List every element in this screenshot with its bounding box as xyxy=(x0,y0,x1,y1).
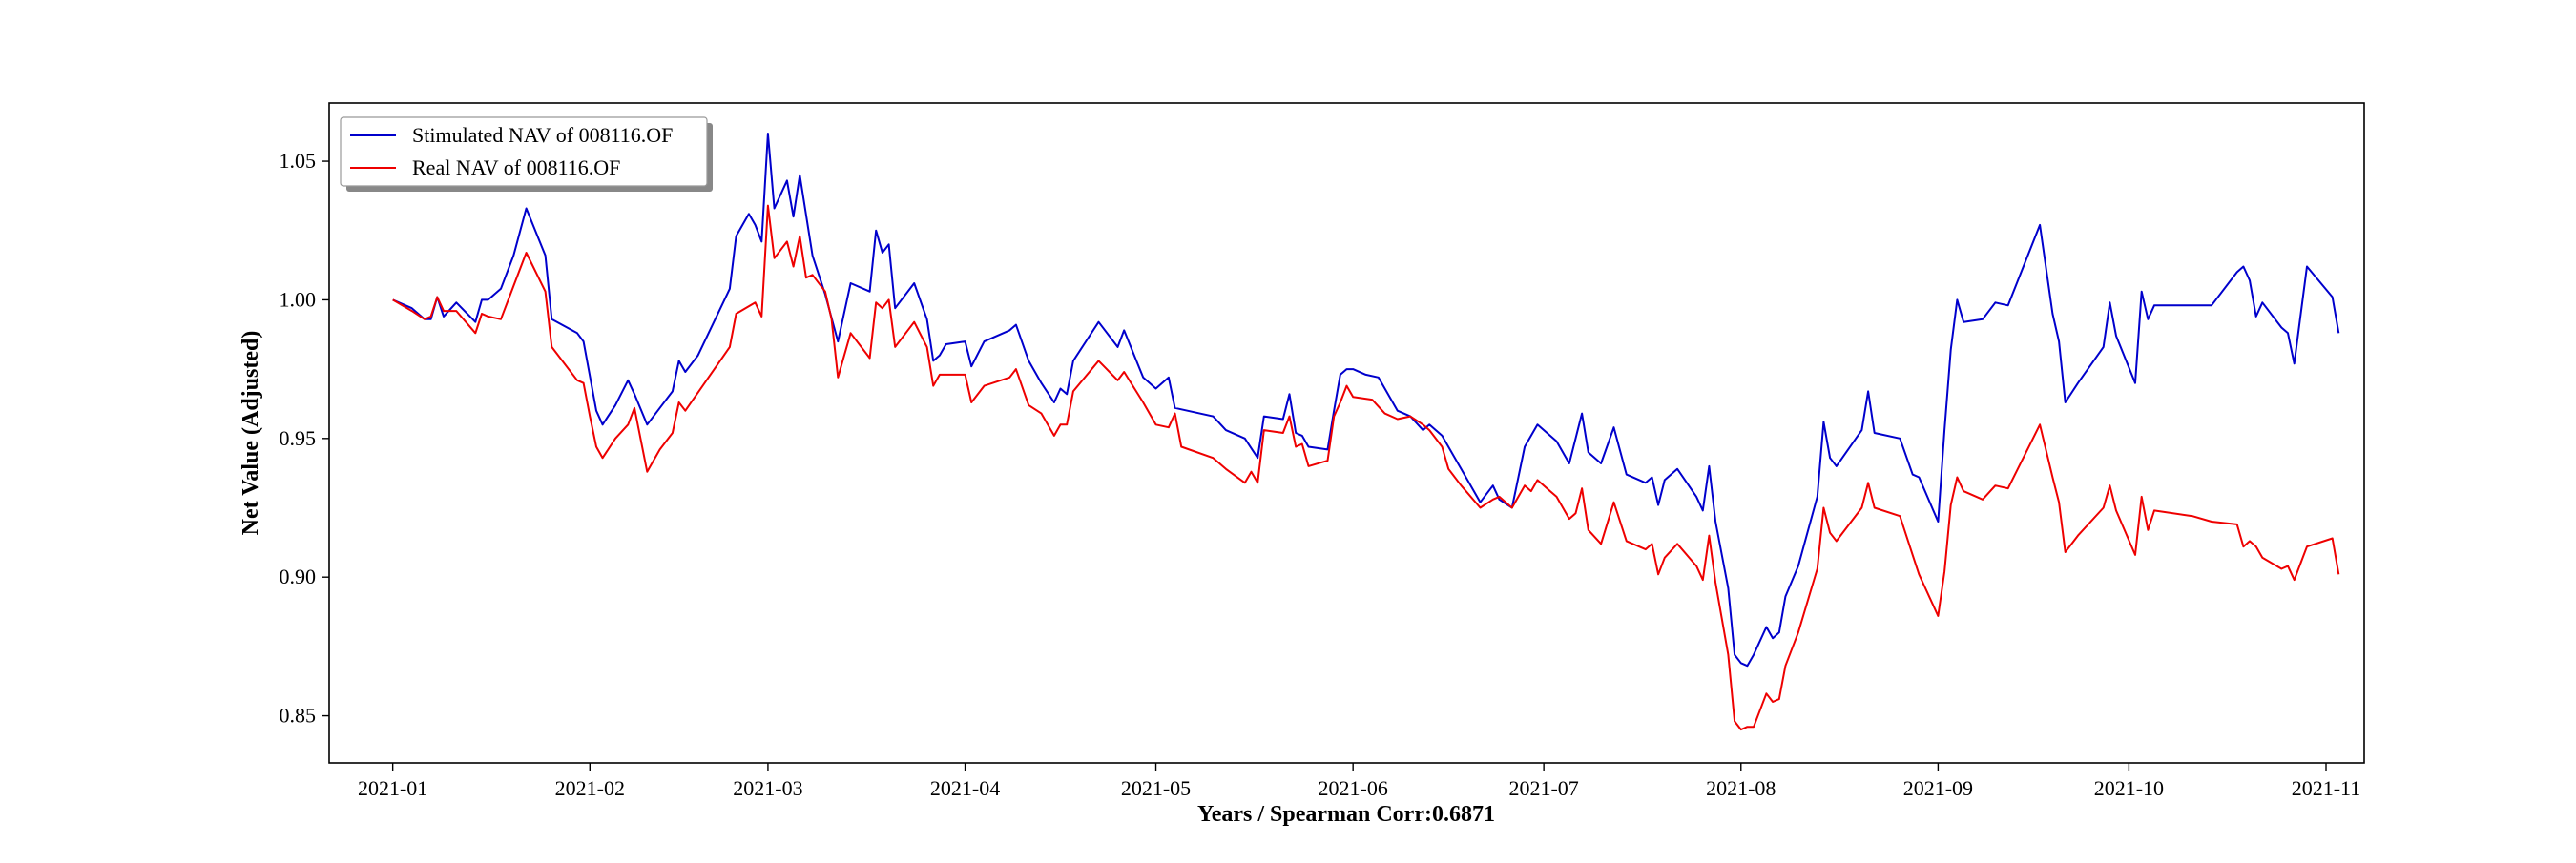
y-ticks: 0.85 0.90 0.95 1.00 1.05 xyxy=(280,149,329,728)
y-tick-label: 0.85 xyxy=(280,704,317,728)
legend-box xyxy=(340,116,708,187)
x-tick-label: 2021-01 xyxy=(358,776,427,800)
legend-label: Stimulated NAV of 008116.OF xyxy=(412,123,673,147)
series-line-real xyxy=(392,204,2340,731)
series-line-stimulated xyxy=(392,133,2340,668)
plot-frame xyxy=(328,102,2365,764)
legend: Stimulated NAV of 008116.OF Real NAV of 0… xyxy=(340,116,713,192)
y-tick-label: 0.90 xyxy=(280,565,317,588)
x-tick-label: 2021-05 xyxy=(1121,776,1191,800)
legend-entries: Stimulated NAV of 008116.OF Real NAV of 0… xyxy=(350,123,673,179)
x-ticks: 2021-01 2021-02 2021-03 2021-04 2021-05 2021-… xyxy=(358,763,2360,800)
x-tick-label: 2021-07 xyxy=(1508,776,1578,800)
y-tick-label: 0.95 xyxy=(280,426,317,450)
x-tick-label: 2021-08 xyxy=(1706,776,1776,800)
x-tick-label: 2021-06 xyxy=(1319,776,1388,800)
x-tick-label: 2021-03 xyxy=(733,776,802,800)
x-tick-label: 2021-02 xyxy=(555,776,625,800)
x-axis-label: Years / Spearman Corr:0.6871 xyxy=(1197,802,1495,827)
y-tick-label: 1.00 xyxy=(280,287,317,311)
x-tick-label: 2021-04 xyxy=(930,776,1000,800)
x-tick-label: 2021-10 xyxy=(2094,776,2164,800)
y-tick-label: 1.05 xyxy=(280,149,317,173)
x-tick-label: 2021-09 xyxy=(1903,776,1973,800)
legend-label: Real NAV of 008116.OF xyxy=(412,155,620,179)
x-tick-label: 2021-11 xyxy=(2292,776,2361,800)
series-layer xyxy=(392,133,2340,731)
y-axis-label: Net Value (Adjusted) xyxy=(239,331,263,536)
